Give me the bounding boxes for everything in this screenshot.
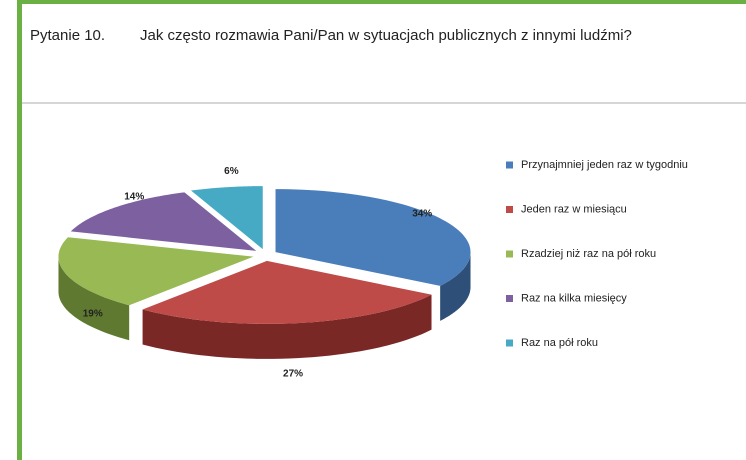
legend-swatch (506, 206, 513, 213)
frame-top (18, 0, 746, 4)
question-text: Jak często rozmawia Pani/Pan w sytuacjac… (140, 27, 632, 44)
data-label: 14% (124, 191, 144, 202)
question-number: Pytanie 10. (30, 27, 105, 44)
pie-tops (58, 186, 471, 324)
slice (275, 189, 471, 286)
slice-side (58, 256, 130, 341)
legend-label: Raz na pół roku (521, 337, 598, 349)
legend-label: Rzadziej niż raz na pół roku (521, 248, 656, 260)
labels: 34% 27% 19% 14% 6% (83, 166, 433, 379)
legend-label: Jeden raz w miesiącu (521, 203, 627, 215)
frame-left (17, 0, 22, 460)
slice (142, 260, 432, 324)
data-label: 34% (412, 209, 432, 220)
legend-swatch (506, 250, 513, 258)
legend-swatch (506, 339, 513, 347)
slice (58, 237, 254, 306)
legend-swatch (506, 295, 513, 302)
legend-label: Raz na kilka miesięcy (521, 292, 627, 304)
slice-side (142, 294, 432, 359)
slice (70, 192, 257, 251)
data-label: 27% (283, 369, 303, 380)
slice (190, 186, 263, 250)
data-label: 6% (224, 166, 239, 177)
slice-side (440, 252, 471, 321)
data-label: 19% (83, 308, 103, 319)
pie-sides (58, 252, 471, 359)
legend-label: Przynajmniej jeden raz w tygodniu (521, 159, 688, 171)
legend-swatch (506, 161, 513, 169)
